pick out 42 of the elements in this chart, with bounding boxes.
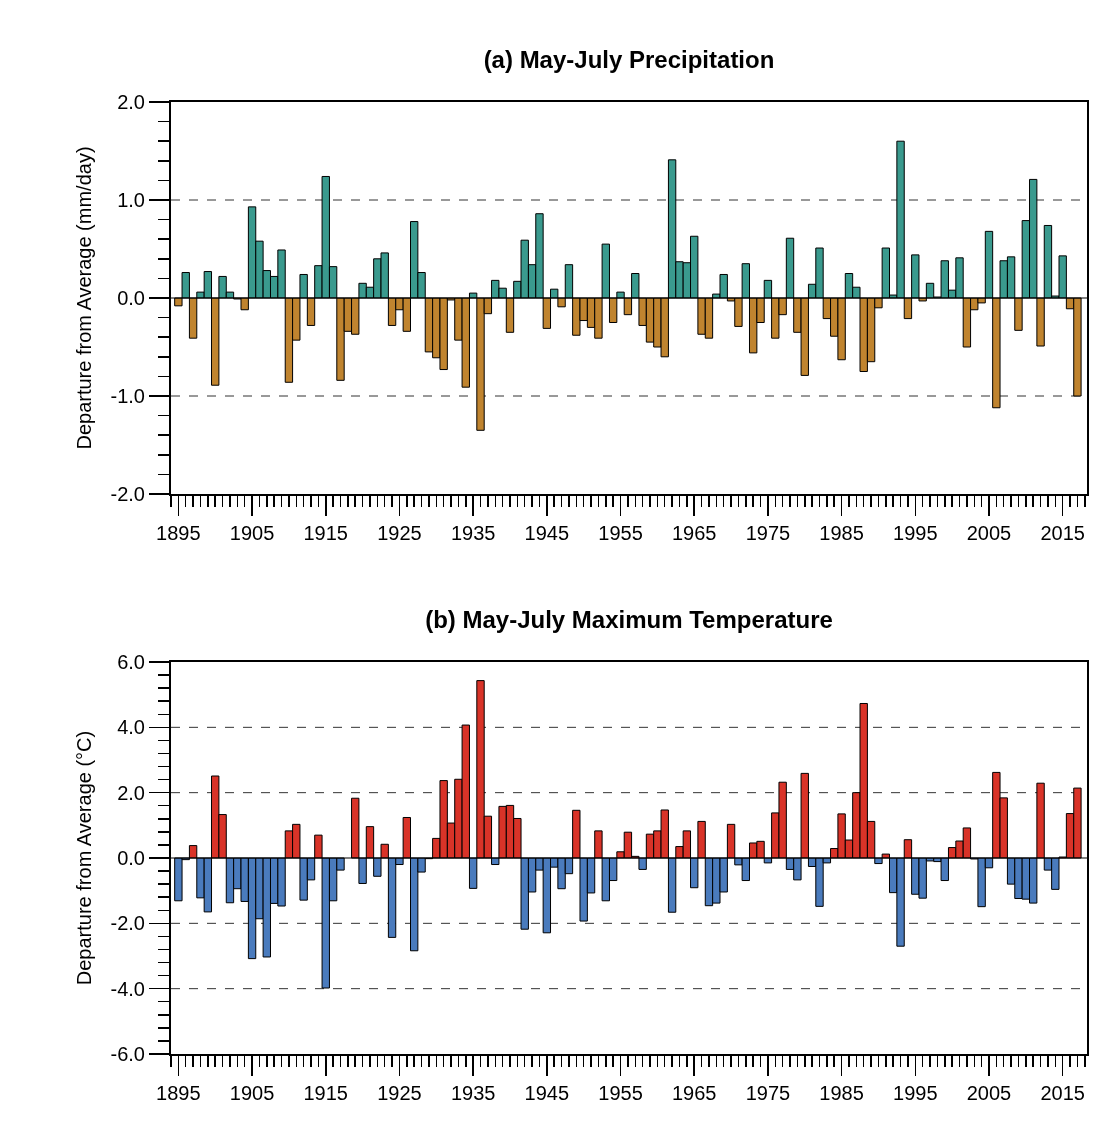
x-tick-label: 1905	[229, 1082, 275, 1104]
chart-title: (a) May-July Precipitation	[483, 46, 775, 74]
x-tick-label: 2015	[1040, 1082, 1085, 1104]
x-tick-label: 1895	[156, 1082, 201, 1104]
y-tick-label: 6.0	[117, 651, 145, 673]
y-tick-label: -4.0	[110, 977, 145, 1000]
y-axis-title: Departure from Average (°C)	[72, 730, 95, 986]
x-tick-label: 1925	[377, 522, 422, 544]
x-tick-label: 1995	[893, 1082, 938, 1104]
x-tick-label: 1975	[745, 1082, 791, 1104]
y-tick-label: 2.0	[117, 781, 145, 804]
y-tick-label: -2.0	[110, 912, 145, 935]
x-tick-label: 1955	[598, 1082, 643, 1104]
x-tick-label: 2005	[966, 1082, 1012, 1104]
x-tick-label: 1995	[893, 522, 938, 544]
x-tick-label: 1985	[819, 1082, 864, 1104]
x-tick-label: 1935	[450, 522, 496, 544]
y-tick-label: 2.0	[117, 91, 145, 113]
y-tick-label: 0.0	[117, 287, 145, 309]
y-tick-label: 1.0	[117, 189, 145, 211]
y-tick-label: -1.0	[110, 385, 145, 407]
y-tick-label: -2.0	[110, 483, 145, 505]
chart-title: (b) May-July Maximum Temperature	[425, 606, 833, 634]
y-axis-title: Departure from Average (mm/day)	[72, 146, 95, 450]
x-tick-label: 1915	[303, 1082, 348, 1104]
y-tick-label: 0.0	[117, 847, 145, 869]
x-tick-label: 1905	[229, 522, 275, 544]
x-tick-label: 2005	[966, 522, 1012, 544]
x-tick-label: 1965	[671, 1082, 717, 1104]
y-tick-label: -6.0	[110, 1043, 145, 1065]
x-tick-label: 1945	[524, 522, 570, 544]
x-tick-label: 1915	[303, 522, 348, 544]
x-tick-label: 1955	[598, 522, 643, 544]
x-tick-label: 1935	[450, 1082, 496, 1104]
x-tick-label: 2015	[1040, 522, 1085, 544]
x-tick-label: 1925	[377, 1082, 422, 1104]
x-tick-label: 1975	[745, 522, 791, 544]
x-tick-label: 1965	[671, 522, 717, 544]
x-tick-label: 1895	[156, 522, 201, 544]
x-tick-label: 1985	[819, 522, 864, 544]
x-tick-label: 1945	[524, 1082, 570, 1104]
y-tick-label: 4.0	[117, 716, 145, 739]
